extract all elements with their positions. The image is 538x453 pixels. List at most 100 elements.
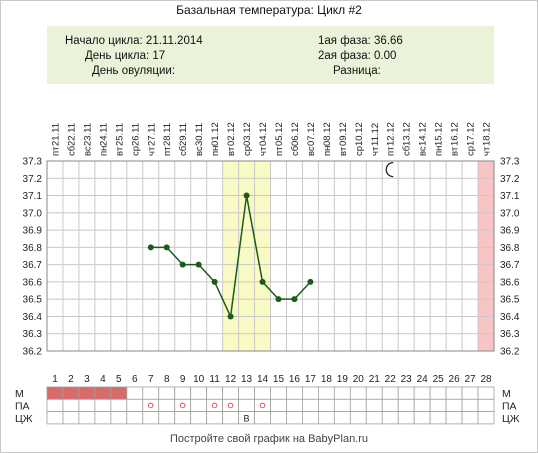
row-label-right: М — [502, 388, 511, 400]
tracker-cell — [126, 398, 144, 412]
temperature-chart: 37.3 37.3 37.2 37.2 37.1 37.1 37.0 37.0 36.9 36.9… — [15, 122, 520, 425]
tracker-cell — [461, 411, 479, 425]
tracker-cell — [254, 398, 271, 412]
date-label: 22.11 — [66, 123, 77, 146]
y-tick-label-right: 36.5 — [500, 295, 520, 306]
date-label: 25.11 — [114, 123, 125, 146]
phase2-average: 2ая фаза: 0.00 — [318, 50, 397, 62]
weekday-label: пн — [98, 146, 109, 156]
day-number: 27 — [464, 374, 476, 385]
date-label: 01.12 — [210, 122, 221, 146]
footer-link[interactable]: Постройте свой график на BabyPlan.ru — [169, 433, 369, 445]
y-tick-label-right: 36.9 — [500, 226, 520, 237]
tracker-cell — [222, 411, 239, 425]
ovulation-band — [238, 161, 255, 351]
tracker-cell — [429, 411, 447, 425]
y-tick-label-right: 37.0 — [500, 208, 520, 219]
tracker-cell — [206, 386, 224, 400]
day-number: 25 — [433, 374, 445, 385]
weekday-label: пт — [50, 146, 61, 156]
day-number: 13 — [241, 374, 253, 385]
tracker-cell — [461, 386, 479, 400]
tracker-cell — [174, 386, 192, 400]
weekday-label: сб — [66, 145, 77, 156]
pa-marker — [179, 402, 186, 409]
pa-marker — [227, 402, 234, 409]
tracker-cell — [397, 398, 415, 412]
row-label-right: ЦЖ — [502, 413, 520, 425]
day-number: 11 — [209, 374, 220, 385]
ovulation-day: День овуляции: — [92, 65, 176, 77]
y-tick-label-left: 37.0 — [23, 208, 43, 219]
weekday-label: пт — [274, 146, 285, 156]
tracker-cell — [190, 398, 208, 412]
date-label: 29.11 — [178, 123, 189, 146]
tracker-cell — [158, 411, 176, 425]
tracker-cell — [365, 398, 383, 412]
day-number: 24 — [417, 374, 429, 385]
weekday-label: сб — [402, 145, 413, 156]
day-number: 28 — [480, 374, 492, 385]
weekday-label: пн — [210, 146, 221, 156]
tracker-cell — [286, 411, 303, 425]
tracker-cell — [365, 386, 383, 400]
temperature-point — [147, 244, 154, 251]
tracker-cell — [110, 398, 128, 412]
tracker-cell — [333, 386, 351, 400]
tracker-cell — [317, 398, 335, 412]
tracker-cell — [349, 398, 367, 412]
y-tick-label-right: 36.7 — [500, 260, 520, 271]
ovulation-band — [222, 161, 239, 351]
day-number: 26 — [449, 374, 461, 385]
tracker-cell — [206, 398, 224, 412]
temperature-point — [307, 278, 314, 285]
tracker-cell — [222, 386, 239, 400]
weekday-label: ср — [242, 146, 253, 156]
tracker-cell — [190, 386, 208, 400]
tracker-cell — [333, 411, 351, 425]
pa-marker — [211, 402, 218, 409]
tracker-cell — [94, 411, 112, 425]
last-day-band — [478, 161, 494, 351]
tracker-cell — [286, 386, 303, 400]
weekday-label: вт — [450, 146, 461, 156]
weekday-label: ср — [354, 146, 365, 156]
tracker-cell — [142, 386, 160, 400]
date-label: 16.12 — [450, 122, 461, 146]
weekday-label: сб — [178, 145, 189, 156]
day-number: 19 — [337, 374, 349, 385]
tracker-cell — [126, 386, 144, 400]
tracker-cell — [78, 386, 96, 400]
y-tick-label-right: 36.4 — [500, 312, 520, 323]
page-title: Базальная температура: Цикл #2 — [176, 3, 362, 17]
tracker-cell — [62, 386, 80, 400]
tracker-cell — [78, 411, 96, 425]
tracker-cell — [477, 398, 495, 412]
tracker-cell — [94, 398, 112, 412]
weekday-label: пт — [386, 146, 397, 156]
y-tick-label-left: 36.7 — [23, 260, 43, 271]
tracker-cell — [477, 411, 495, 425]
day-number: 22 — [385, 374, 397, 385]
moon-icon — [385, 161, 394, 178]
tracker-cell — [270, 386, 287, 400]
weekday-label: вт — [114, 146, 125, 156]
day-number: 18 — [321, 374, 333, 385]
date-label: 27.11 — [146, 123, 157, 146]
weekday-label: чт — [482, 146, 493, 156]
phase-difference: Разница: — [333, 65, 381, 77]
tracker-cell — [286, 398, 303, 412]
tracker-cell — [238, 398, 255, 412]
tracker-cell — [158, 386, 176, 400]
row-label-left: ЦЖ — [15, 413, 33, 425]
weekday-label: вт — [338, 146, 349, 156]
weekday-label: пн — [322, 146, 333, 156]
weekday-label: вс — [82, 146, 93, 156]
tracker-cell — [413, 398, 431, 412]
y-tick-label-left: 37.2 — [23, 174, 43, 185]
day-number: 20 — [353, 374, 365, 385]
temperature-point — [259, 278, 266, 285]
tracker-cell — [429, 386, 447, 400]
y-tick-label-left: 36.6 — [23, 277, 43, 288]
